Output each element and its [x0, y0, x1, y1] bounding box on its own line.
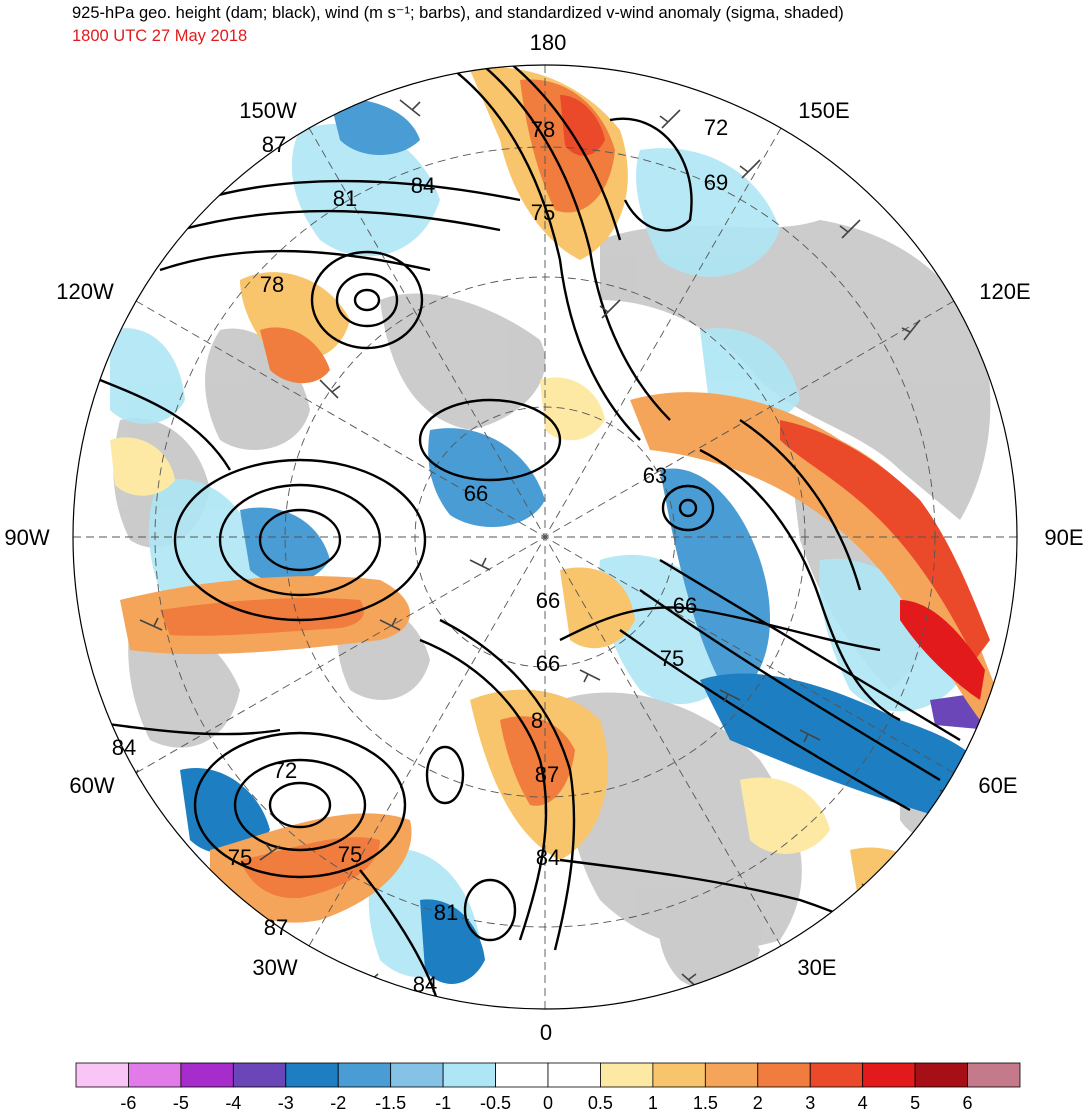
colorbar-tick-label: 3 [805, 1093, 815, 1112]
colorbar-tick-label: 4 [858, 1093, 868, 1112]
colorbar-tick-label: 5 [910, 1093, 920, 1112]
colorbar-swatch [337, 1062, 392, 1088]
colorbar-swatch [128, 1062, 182, 1088]
contour-label: 75 [531, 200, 555, 225]
lon-label-150w: 150W [239, 98, 297, 123]
contour-label: 72 [273, 758, 297, 783]
contour-label: 84 [536, 845, 560, 870]
colorbar-swatch [809, 1062, 864, 1088]
contour-label: 66 [464, 481, 488, 506]
colorbar-tick-label: 0 [543, 1093, 553, 1112]
colorbar-swatch [495, 1062, 549, 1088]
colorbar-tick-label: -4 [225, 1093, 241, 1112]
colorbar-tick-label: 1.5 [693, 1093, 718, 1112]
colorbar-tick-label: -1 [435, 1093, 451, 1112]
contour-label: 75 [338, 842, 362, 867]
contour-label: 84 [112, 735, 136, 760]
contour-label: 78 [531, 117, 555, 142]
lon-label-60e: 60E [978, 773, 1017, 798]
longitude-labels: 180 150W 150E 120W 120E 90W 90E 60W 60E … [4, 30, 1083, 1045]
colorbar-swatch [75, 1062, 129, 1088]
contour-label: 66 [536, 651, 560, 676]
colorbar-tick-label: 0.5 [588, 1093, 613, 1112]
contour-labels: 87 81 84 78 72 69 75 78 66 63 66 66 66 7… [112, 115, 728, 997]
colorbar-tick-label: -1.5 [375, 1093, 406, 1112]
colorbar-swatch [757, 1062, 811, 1088]
contour-label: 66 [673, 593, 697, 618]
contour-label: 87 [264, 915, 288, 940]
colorbar-swatch [862, 1062, 916, 1088]
contour-label: 75 [228, 845, 252, 870]
figure-title: 925-hPa geo. height (dam; black), wind (… [72, 4, 844, 22]
colorbar-tick-label: -6 [120, 1093, 136, 1112]
colorbar-swatch [180, 1062, 234, 1088]
contour-label: 84 [411, 173, 435, 198]
colorbar: -6 -5 -4 -3 -2 -1.5 -1 -0.5 0 0.5 1 1.5 2 3 4 5 6 [75, 1062, 1021, 1112]
contour-label: 87 [262, 132, 286, 157]
contour-label: 81 [333, 186, 357, 211]
lon-label-90e: 90E [1044, 525, 1083, 550]
colorbar-swatch [967, 1062, 1021, 1088]
colorbar-tick-label: 6 [963, 1093, 973, 1112]
colorbar-swatch [232, 1062, 287, 1088]
colorbar-swatch [547, 1062, 601, 1088]
colorbar-swatch [442, 1062, 496, 1088]
colorbar-swatch [914, 1062, 968, 1088]
lon-label-0: 0 [540, 1020, 552, 1045]
map-border [72, 64, 1018, 1010]
lon-label-30e: 30E [797, 955, 836, 980]
contour-label: 84 [413, 972, 437, 997]
colorbar-swatch [652, 1062, 706, 1088]
contour-label: 72 [704, 115, 728, 140]
colorbar-swatch [704, 1062, 759, 1088]
colorbar-tick-label: 1 [648, 1093, 658, 1112]
colorbar-tick-label: 2 [753, 1093, 763, 1112]
contour-label: 66 [536, 588, 560, 613]
lon-label-150e: 150E [798, 98, 849, 123]
lon-label-30w: 30W [252, 955, 297, 980]
lon-label-60w: 60W [69, 773, 114, 798]
land-mask [113, 220, 991, 990]
contour-label: 75 [660, 646, 684, 671]
colorbar-swatch [600, 1062, 654, 1088]
colorbar-swatch [285, 1062, 339, 1088]
contour-label: 81 [434, 900, 458, 925]
colorbar-tick-label: -2 [330, 1093, 346, 1112]
contour-label: 78 [260, 272, 284, 297]
lon-label-120e: 120E [979, 279, 1030, 304]
contour-label: 87 [535, 762, 559, 787]
lon-label-120w: 120W [56, 279, 114, 304]
lon-label-180: 180 [530, 30, 567, 55]
valid-time: 1800 UTC 27 May 2018 [72, 27, 248, 45]
lon-label-90w: 90W [4, 525, 49, 550]
colorbar-tick-label: -5 [173, 1093, 189, 1112]
colorbar-swatch [390, 1062, 444, 1088]
contour-label: 63 [643, 463, 667, 488]
contour-label: 69 [704, 170, 728, 195]
colorbar-tick-label: -3 [278, 1093, 294, 1112]
contour-label: 8 [531, 708, 543, 733]
colorbar-tick-label: -0.5 [480, 1093, 511, 1112]
